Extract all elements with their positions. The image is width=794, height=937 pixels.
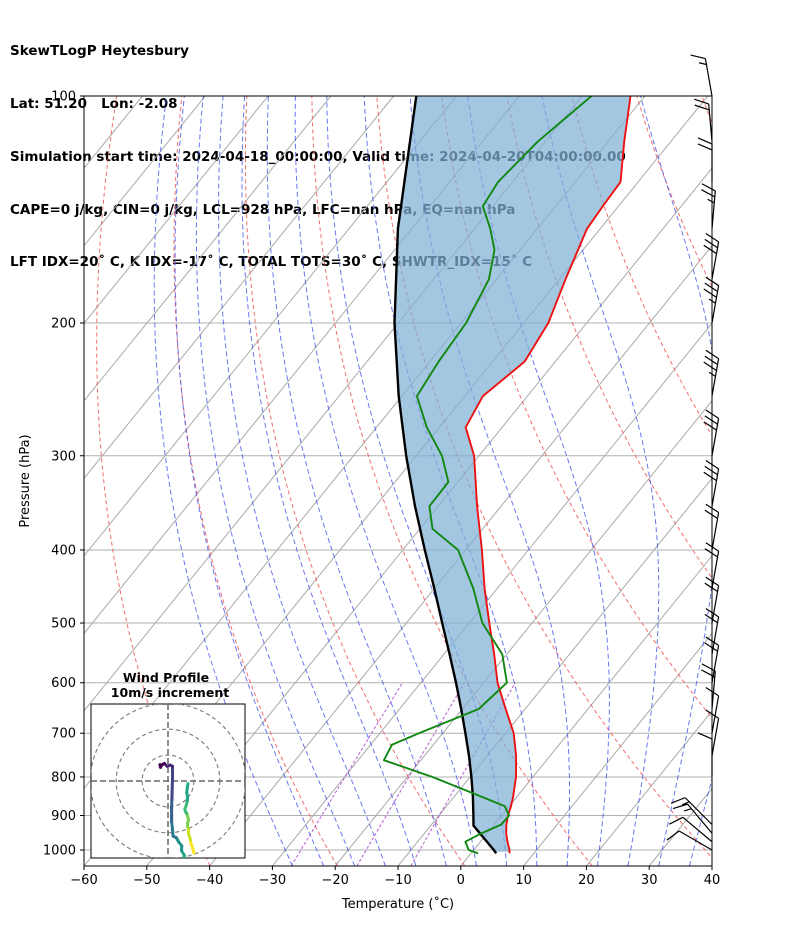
wind-barb	[705, 709, 720, 756]
hodograph-title: Wind Profile	[123, 670, 209, 685]
dry-adiabat-line	[173, 96, 338, 866]
y-tick-label: 300	[51, 449, 76, 464]
hodograph-subtitle: 10m/s increment	[111, 685, 229, 700]
y-tick-label: 1000	[43, 844, 76, 859]
wind-barb	[704, 503, 720, 551]
wind-barb	[705, 686, 720, 734]
wind-barb	[694, 98, 713, 142]
x-tick-label: 20	[578, 873, 595, 888]
y-tick-label: 400	[51, 543, 76, 558]
wind-barb	[703, 459, 720, 507]
y-axis-label: Pressure (hPa)	[18, 434, 33, 527]
dry-adiabat-line	[701, 96, 712, 125]
x-tick-label: −10	[384, 873, 411, 888]
dewpoint-line	[382, 96, 593, 855]
wind-barb	[704, 576, 720, 624]
dry-adiabat-line	[571, 96, 712, 437]
moist-adiabat-line	[266, 96, 447, 866]
y-tick-label: 800	[51, 770, 76, 785]
x-tick-label: −20	[321, 873, 348, 888]
mixing-ratio-line	[290, 682, 403, 866]
wind-barb	[697, 732, 713, 777]
dry-adiabat-line	[441, 96, 712, 719]
x-tick-label: 40	[704, 873, 721, 888]
wind-barb	[703, 232, 720, 280]
moist-adiabat-line	[195, 96, 356, 866]
chart-title: SkewTLogP Heytesbury	[10, 43, 189, 60]
moist-adiabat-line	[720, 96, 794, 866]
cin-cape-shaded-area	[394, 96, 631, 852]
wind-barb	[703, 349, 720, 397]
isotherm-gridline	[648, 787, 712, 866]
x-tick-label: −30	[259, 873, 286, 888]
y-tick-label: 900	[51, 809, 76, 824]
isotherm-gridline	[0, 96, 80, 866]
isotherm-gridline	[84, 96, 457, 557]
moist-adiabat-line	[294, 96, 477, 866]
dry-adiabat-line	[506, 96, 712, 580]
y-tick-label: 500	[51, 617, 76, 632]
isotherm-gridline	[0, 96, 17, 866]
moist-adiabat-line	[174, 96, 325, 866]
hodograph-trace-segment	[158, 763, 162, 769]
x-tick-label: 30	[641, 873, 658, 888]
y-tick-label: 700	[51, 727, 76, 742]
dry-adiabat-line	[767, 96, 794, 866]
mixing-ratio-line	[356, 682, 465, 866]
isotherm-gridline	[209, 244, 712, 866]
location-label: Lat: 51.20 Lon: -2.08	[10, 95, 178, 112]
wind-barb	[666, 830, 713, 851]
dry-adiabat-line	[244, 96, 466, 866]
moist-adiabat-line	[467, 96, 610, 866]
x-tick-label: −60	[70, 873, 97, 888]
parcel-profile-line	[393, 96, 498, 855]
moist-adiabat-line	[153, 96, 293, 866]
dry-adiabat-line	[636, 96, 712, 288]
x-tick-label: −50	[133, 873, 160, 888]
wind-barb	[669, 816, 713, 843]
isotherm-gridline	[84, 96, 332, 402]
y-tick-label: 100	[51, 90, 76, 105]
wind-barb	[704, 607, 720, 655]
y-tick-label: 200	[51, 316, 76, 331]
wind-barb	[703, 409, 720, 456]
wind-barb	[703, 276, 720, 324]
wind-barb	[704, 636, 720, 683]
hodograph-trace-segment	[183, 860, 184, 865]
moist-adiabat-line	[218, 96, 386, 866]
isotherm-gridline	[84, 96, 269, 325]
y-tick-label: 600	[51, 676, 76, 691]
wind-barb	[701, 663, 716, 710]
wind-barb	[697, 137, 713, 182]
wind-barb	[690, 54, 713, 97]
isotherm-gridline	[84, 96, 395, 480]
x-axis-label: Temperature (˚C)	[341, 896, 454, 912]
wind-barb	[701, 183, 716, 229]
wind-barb	[672, 803, 713, 834]
wind-barb	[670, 797, 713, 825]
x-tick-label: 10	[515, 873, 532, 888]
isotherm-gridline	[460, 555, 712, 866]
isotherm-gridline	[586, 710, 712, 866]
isotherm-gridline	[334, 400, 712, 866]
x-tick-label: 0	[457, 873, 465, 888]
moist-adiabat-line	[688, 776, 712, 866]
moist-adiabat-line	[640, 96, 712, 866]
hodograph-trace-segment	[185, 782, 190, 791]
x-tick-label: −40	[196, 873, 223, 888]
isotherm-gridline	[711, 865, 712, 866]
moist-adiabat-line	[241, 96, 417, 866]
dry-adiabat-line	[311, 96, 593, 866]
isotherm-gridline	[523, 632, 712, 866]
isotherm-gridline	[272, 322, 712, 866]
